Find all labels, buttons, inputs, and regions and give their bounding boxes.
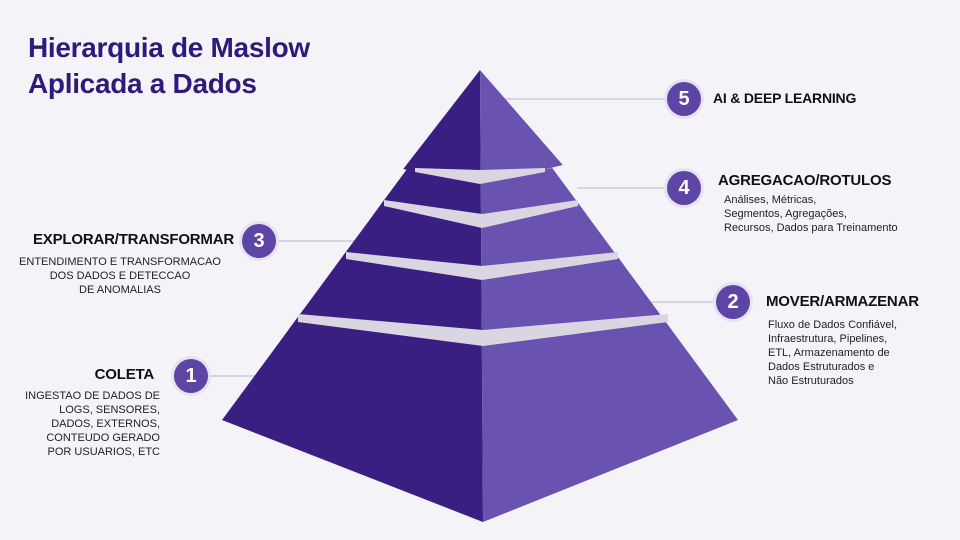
pyramid-tier-1-right bbox=[481, 314, 738, 522]
level-3-desc-line: DE ANOMALIAS bbox=[79, 284, 161, 296]
level-3-badge: 3 bbox=[242, 224, 276, 258]
level-1-desc-line: INGESTAO DE DADOS DE bbox=[25, 390, 160, 402]
level-1-desc-line: POR USUARIOS, ETC bbox=[47, 446, 160, 458]
level-3-desc-line: DOS DADOS E DETECCAO bbox=[49, 270, 191, 282]
pyramid-tier-5-right bbox=[480, 70, 563, 185]
level-1-badge: 1 bbox=[174, 359, 208, 393]
level-3-desc-line: ENTENDIMENTO E TRANSFORMACAO bbox=[19, 256, 221, 268]
level-2-desc-line: ETL, Armazenamento de bbox=[768, 347, 890, 359]
level-2-desc-line: Infraestrutura, Pipelines, bbox=[768, 333, 888, 345]
level-2-description: Fluxo de Dados Confiável, Infraestrutura… bbox=[768, 318, 897, 388]
title-line-1: Hierarquia de Maslow bbox=[28, 32, 310, 63]
level-4-description: Análises, Métricas, Segmentos, Agregaçõe… bbox=[724, 193, 898, 235]
level-3-label: EXPLORAR/TRANSFORMAR bbox=[33, 231, 234, 248]
level-2-label: MOVER/ARMAZENAR bbox=[766, 293, 919, 310]
level-5-badge: 5 bbox=[667, 82, 701, 116]
level-3-description: ENTENDIMENTO E TRANSFORMACAO DOS DADOS E… bbox=[14, 255, 226, 297]
pyramid-separator bbox=[415, 168, 545, 184]
level-5-label: AI & DEEP LEARNING bbox=[713, 90, 857, 106]
level-4-desc-line: Análises, Métricas, bbox=[724, 194, 817, 206]
level-1-desc-line: DADOS, EXTERNOS, bbox=[51, 418, 160, 430]
level-2-badge: 2 bbox=[716, 285, 750, 319]
pyramid-separator bbox=[346, 252, 618, 280]
level-1-desc-line: LOGS, SENSORES, bbox=[59, 404, 160, 416]
level-2-desc-line: Dados Estruturados e bbox=[768, 361, 875, 373]
level-4-desc-line: Recursos, Dados para Treinamento bbox=[724, 222, 898, 234]
pyramid-tier-5-left bbox=[403, 70, 481, 185]
page-title: Hierarquia de Maslow Aplicada a Dados bbox=[28, 30, 310, 102]
level-4-badge: 4 bbox=[667, 171, 701, 205]
level-4-label: AGREGACAO/ROTULOS bbox=[718, 172, 892, 189]
title-line-2: Aplicada a Dados bbox=[28, 68, 257, 99]
pyramid-separator bbox=[384, 200, 578, 228]
level-2-desc-line: Não Estruturados bbox=[768, 375, 854, 387]
level-4-desc-line: Segmentos, Agregações, bbox=[724, 208, 847, 220]
pyramid-tier-1-left bbox=[222, 314, 483, 522]
level-1-desc-line: CONTEUDO GERADO bbox=[46, 432, 160, 444]
pyramid-separator bbox=[298, 314, 668, 346]
level-1-label: COLETA bbox=[94, 366, 155, 383]
level-1-description: INGESTAO DE DADOS DE LOGS, SENSORES, DAD… bbox=[25, 389, 160, 459]
level-2-desc-line: Fluxo de Dados Confiável, bbox=[768, 319, 898, 331]
